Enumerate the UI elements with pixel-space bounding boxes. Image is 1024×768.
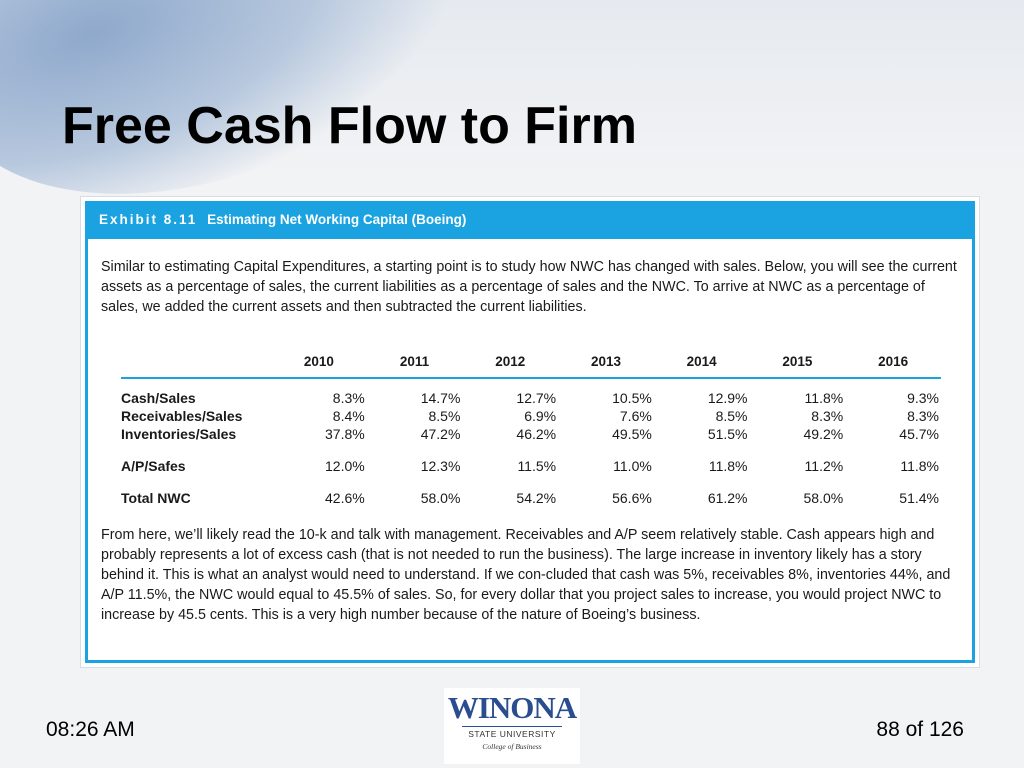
table-cell: 9.3% xyxy=(907,390,939,406)
table-cell: 11.5% xyxy=(517,458,557,474)
table-cell: 51.4% xyxy=(899,490,939,506)
table-cell: 11.8% xyxy=(900,458,939,474)
table-cell: 10.5% xyxy=(612,390,652,406)
row-label: A/P/Safes xyxy=(121,458,186,474)
exhibit-intro-text: Similar to estimating Capital Expenditur… xyxy=(101,259,957,315)
table-cell: 49.2% xyxy=(803,426,844,442)
table-cell: 46.2% xyxy=(516,426,557,442)
table-cell: 12.0% xyxy=(325,458,365,474)
row-label: Total NWC xyxy=(121,490,191,506)
row-label: Receivables/Sales xyxy=(121,408,243,424)
table-row: Receivables/Sales 8.4% 8.5% 6.9% 7.6% 8.… xyxy=(121,407,941,425)
university-logo: WINONA STATE UNIVERSITY College of Busin… xyxy=(444,688,580,764)
year-header: 2015 xyxy=(749,351,846,379)
table-cell: 7.6% xyxy=(619,408,652,424)
row-label: Inventories/Sales xyxy=(121,426,237,442)
table-cell: 11.8% xyxy=(804,390,844,406)
exhibit-border xyxy=(85,201,975,663)
table-cell: 12.9% xyxy=(707,390,748,406)
table-cell: 8.5% xyxy=(715,408,748,424)
table-cell: 45.7% xyxy=(899,426,939,442)
exhibit-title: Estimating Net Working Capital (Boeing) xyxy=(207,212,467,227)
year-header: 2010 xyxy=(271,351,367,379)
table-cell: 12.3% xyxy=(420,458,461,474)
slide-title: Free Cash Flow to Firm xyxy=(62,97,637,155)
table-cell: 8.3% xyxy=(907,408,939,424)
table-cell: 51.5% xyxy=(707,426,748,442)
table-cell: 8.3% xyxy=(332,390,365,406)
exhibit-header: Exhibit 8.11 Estimating Net Working Capi… xyxy=(85,201,975,239)
table-cell: 49.5% xyxy=(612,426,652,442)
table-row: Inventories/Sales 37.8% 47.2% 46.2% 49.5… xyxy=(121,425,941,443)
logo-subtitle: STATE UNIVERSITY xyxy=(462,726,562,741)
logo-college: College of Business xyxy=(482,742,542,751)
table-cell: 11.8% xyxy=(708,458,748,474)
table-cell: 47.2% xyxy=(420,426,461,442)
slide-page-number: 88 of 126 xyxy=(876,718,964,741)
table-cell: 58.0% xyxy=(420,490,461,506)
exhibit-conclusion-text: From here, we’ll likely read the 10-k an… xyxy=(101,527,951,623)
table-cell: 11.0% xyxy=(613,458,652,474)
table-row: Cash/Sales 8.3% 14.7% 12.7% 10.5% 12.9% … xyxy=(121,378,941,407)
table-cell: 12.7% xyxy=(516,390,557,406)
table-cell: 56.6% xyxy=(612,490,652,506)
table-cell: 58.0% xyxy=(803,490,844,506)
table-cell: 8.3% xyxy=(811,408,844,424)
table-cell: 37.8% xyxy=(325,426,365,442)
exhibit-number: Exhibit 8.11 xyxy=(99,212,198,227)
nwc-table: 2010 2011 2012 2013 2014 2015 2016 Cash/… xyxy=(121,351,941,507)
table-row: A/P/Safes 12.0% 12.3% 11.5% 11.0% 11.8% … xyxy=(121,443,941,475)
table-cell: 54.2% xyxy=(516,490,557,506)
year-header: 2012 xyxy=(462,351,559,379)
table-cell: 61.2% xyxy=(707,490,748,506)
year-header: 2016 xyxy=(845,351,941,379)
table-cell: 6.9% xyxy=(524,408,557,424)
year-header: 2014 xyxy=(653,351,750,379)
table-header-row: 2010 2011 2012 2013 2014 2015 2016 xyxy=(121,351,941,379)
table-cell: 8.5% xyxy=(428,408,461,424)
table-cell: 42.6% xyxy=(325,490,365,506)
logo-wordmark: WINONA xyxy=(447,690,577,725)
exhibit-panel: Exhibit 8.11 Estimating Net Working Capi… xyxy=(80,196,980,668)
table-row-total: Total NWC 42.6% 58.0% 54.2% 56.6% 61.2% … xyxy=(121,475,941,507)
table-cell: 11.2% xyxy=(804,458,844,474)
table-cell: 8.4% xyxy=(332,408,365,424)
footer-time: 08:26 AM xyxy=(46,718,135,741)
table-cell: 14.7% xyxy=(420,390,461,406)
year-header: 2013 xyxy=(558,351,654,379)
year-header: 2011 xyxy=(366,351,463,379)
table-header-blank xyxy=(121,351,271,379)
row-label: Cash/Sales xyxy=(121,390,196,406)
